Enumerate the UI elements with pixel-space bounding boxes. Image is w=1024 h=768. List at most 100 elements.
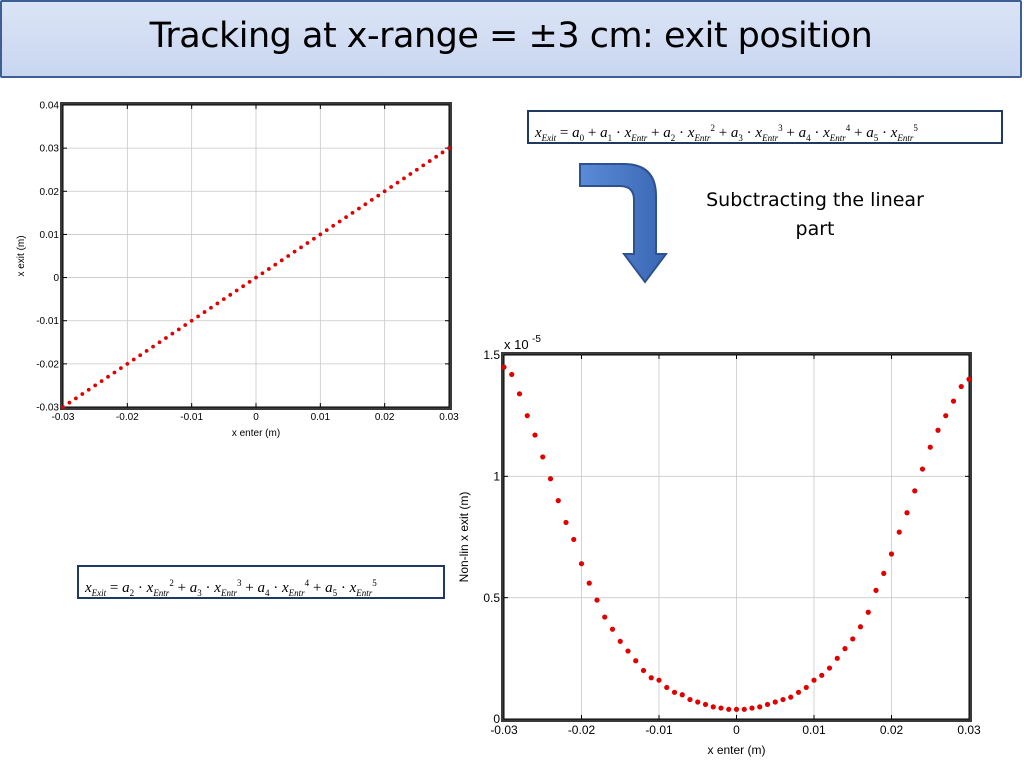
data-point	[509, 371, 515, 378]
data-point	[234, 288, 239, 293]
x-tick-label: -0.01	[180, 412, 203, 423]
x-tick-label: 0	[253, 412, 259, 423]
x-tick-label: 0.02	[880, 723, 904, 737]
data-point	[344, 215, 348, 220]
data-point	[151, 344, 155, 349]
data-point	[617, 638, 623, 644]
x-tick-label: -0.03	[52, 412, 75, 423]
data-point	[357, 206, 361, 211]
data-point	[337, 219, 342, 224]
data-point	[563, 519, 569, 526]
data-point	[795, 689, 802, 695]
data-point	[305, 241, 310, 245]
data-point	[119, 366, 123, 371]
data-point	[625, 648, 631, 654]
data-point	[183, 323, 188, 327]
linear-chart-svg: -0.03 -0.02 -0.01 0 0.01 0.02 0.03 -0.03 -0.02 -0…	[16, 101, 459, 440]
y-tick-label: 0.02	[40, 187, 60, 198]
data-point	[702, 701, 709, 708]
data-point	[656, 677, 662, 683]
data-point	[369, 198, 374, 202]
data-point	[741, 706, 747, 712]
data-point	[331, 223, 336, 228]
data-point	[881, 570, 887, 576]
formula-nonlinear-text: xExit = a2 · xEntr2 + a3 · xEntr3 + a4 ·…	[85, 578, 377, 598]
data-point	[904, 510, 910, 516]
data-point	[919, 466, 926, 472]
data-point	[106, 374, 110, 379]
data-point	[780, 696, 786, 703]
data-point	[609, 626, 616, 632]
data-point	[803, 684, 809, 691]
data-point	[772, 699, 778, 705]
data-point	[112, 370, 117, 375]
x-tick-label: -0.02	[116, 412, 139, 423]
data-point	[687, 696, 693, 703]
x-tick-label: 0	[733, 723, 740, 737]
data-point	[578, 561, 585, 567]
data-point	[826, 665, 833, 671]
data-point	[138, 353, 143, 358]
data-point	[67, 400, 72, 405]
data-point	[324, 228, 329, 233]
data-point	[427, 159, 432, 163]
data-point	[434, 154, 439, 159]
x-tick-label: 0.03	[957, 723, 981, 737]
data-point	[202, 310, 207, 314]
data-point	[842, 646, 848, 652]
x-tick-label: -0.01	[645, 723, 673, 737]
data-point	[292, 249, 297, 254]
data-point	[376, 193, 381, 198]
data-point	[532, 432, 538, 438]
data-point	[888, 551, 895, 557]
x-axis-label: x enter (m)	[232, 428, 280, 439]
data-point	[209, 305, 213, 310]
title-bar: Tracking at x-range = ±3 cm: exit positi…	[0, 0, 1022, 78]
data-point	[571, 536, 577, 543]
data-point	[86, 387, 91, 392]
nonlinear-chart-svg: -0.03 -0.02 -0.01 0 0.01 0.02 0.03 0 0.5 1 1.5 x en…	[457, 334, 981, 757]
data-point	[501, 364, 507, 370]
data-point	[516, 391, 523, 397]
data-point	[633, 658, 639, 664]
data-point	[318, 232, 323, 237]
data-point	[586, 580, 592, 586]
data-point	[299, 245, 303, 250]
x-tick-label: -0.02	[568, 723, 596, 737]
data-point	[286, 254, 291, 258]
data-point	[602, 614, 608, 620]
data-point	[440, 150, 445, 155]
data-point	[555, 498, 561, 504]
data-point	[749, 705, 755, 711]
data-point	[540, 454, 546, 460]
data-point	[131, 357, 136, 362]
y-tick-label: 0.01	[40, 230, 60, 241]
data-point	[176, 327, 181, 332]
data-point	[950, 398, 957, 404]
plot-border	[62, 104, 450, 408]
data-point	[196, 314, 201, 319]
y-tick-label: 0.5	[483, 591, 500, 605]
data-point	[547, 476, 554, 482]
data-point	[726, 706, 732, 712]
data-point	[215, 301, 220, 306]
data-point	[221, 297, 226, 302]
data-point	[788, 694, 794, 700]
data-point	[254, 275, 258, 280]
data-point	[164, 336, 168, 340]
x-axis-label: x enter (m)	[707, 743, 765, 757]
data-point	[671, 689, 678, 695]
full-polynomial-formula: xExit = a0 + a1 · xEntr + a2 · xEntr2 + …	[527, 110, 1003, 144]
data-point	[93, 383, 98, 388]
data-point	[447, 146, 451, 151]
y-tick-label: 0	[53, 273, 59, 284]
data-point	[157, 340, 162, 345]
slide-title: Tracking at x-range = ±3 cm: exit positi…	[149, 16, 873, 56]
data-point	[958, 383, 964, 390]
data-point	[733, 706, 740, 712]
data-point	[80, 392, 85, 396]
data-point	[912, 488, 918, 494]
data-point	[241, 284, 246, 289]
data-point	[873, 587, 879, 593]
data-point	[935, 427, 941, 433]
